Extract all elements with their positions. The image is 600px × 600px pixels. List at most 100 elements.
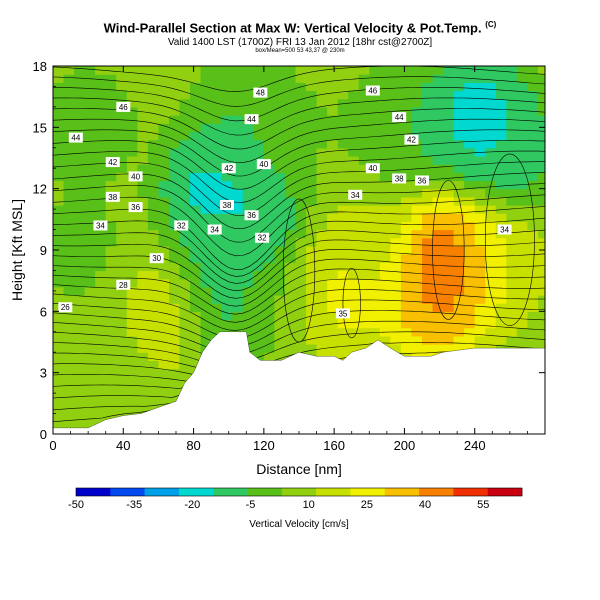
- vv-cell: [358, 172, 370, 182]
- theta-label: 38: [223, 201, 232, 210]
- vv-cell: [527, 172, 539, 182]
- vv-cell: [190, 139, 202, 149]
- theta-label-bg: [207, 224, 222, 235]
- vv-cell: [137, 229, 149, 239]
- theta-contour: [53, 108, 545, 150]
- vv-cell: [369, 278, 381, 288]
- vv-cell: [168, 90, 181, 100]
- vv-cell: [306, 90, 318, 100]
- vv-cell: [306, 344, 318, 353]
- vv-cell: [137, 294, 149, 304]
- colorbar-swatch: [453, 488, 488, 496]
- vv-cell: [116, 393, 128, 402]
- vv-cell: [316, 196, 328, 206]
- colorbar-label: Vertical Velocity [cm/s]: [249, 519, 349, 530]
- vv-cell: [105, 82, 117, 92]
- vv-cell: [432, 66, 444, 75]
- vv-cell: [284, 262, 297, 272]
- theta-label: 36: [418, 176, 427, 185]
- vv-cell: [464, 245, 476, 255]
- vv-cell: [379, 74, 391, 83]
- vv-cell: [263, 245, 275, 255]
- vv-cell: [422, 303, 434, 312]
- vv-cell: [379, 221, 391, 231]
- vv-cell: [221, 90, 233, 100]
- vv-cell: [516, 123, 529, 133]
- vv-cell: [105, 384, 117, 394]
- vv-cell: [506, 319, 518, 329]
- vv-cell: [348, 98, 360, 108]
- vv-cell: [464, 237, 476, 247]
- vv-cell: [232, 262, 244, 272]
- vv-cell: [95, 90, 107, 100]
- vv-cell: [105, 131, 117, 141]
- vv-cell: [126, 180, 138, 190]
- vv-cell: [337, 155, 349, 165]
- vv-cell: [495, 278, 507, 288]
- vv-cell: [358, 262, 370, 272]
- vv-cell: [232, 115, 244, 124]
- vv-cell: [232, 172, 244, 182]
- vv-cell: [495, 188, 507, 198]
- vv-cell: [400, 335, 413, 345]
- vv-cell: [274, 327, 286, 337]
- vv-cell: [348, 213, 360, 222]
- vv-cell: [147, 319, 160, 329]
- vv-cell: [274, 115, 286, 124]
- vv-cell: [358, 229, 370, 239]
- vv-cell: [537, 164, 545, 173]
- vv-cell: [495, 237, 507, 247]
- vv-cell: [105, 335, 117, 345]
- vv-cell: [116, 311, 128, 321]
- vv-cell: [221, 303, 233, 312]
- vv-cell: [126, 98, 138, 108]
- vv-cell: [464, 123, 476, 133]
- vv-cell: [53, 115, 65, 124]
- vv-cell: [126, 131, 138, 141]
- vv-cell: [453, 66, 465, 75]
- vv-cell: [200, 147, 212, 157]
- vv-cell: [95, 164, 107, 173]
- vv-cell: [263, 180, 275, 190]
- theta-contour: [53, 87, 545, 122]
- vv-cell: [84, 237, 96, 247]
- vv-cell: [116, 172, 128, 182]
- vv-cell: [295, 123, 307, 133]
- vv-cell: [84, 294, 96, 304]
- vv-cell: [179, 164, 191, 173]
- vv-cell: [527, 90, 539, 100]
- vv-cell: [443, 82, 455, 92]
- vv-cell: [506, 311, 518, 321]
- vv-cell: [295, 213, 307, 222]
- vv-cell: [516, 164, 529, 173]
- vv-cell: [337, 98, 349, 108]
- vv-cell: [232, 229, 244, 239]
- vv-cell: [126, 139, 138, 149]
- vv-cell: [411, 123, 423, 133]
- vv-cell: [422, 188, 434, 198]
- vv-cell: [158, 384, 170, 394]
- theta-label: 32: [177, 221, 186, 230]
- vv-cell: [474, 303, 486, 312]
- vv-cell: [211, 237, 223, 247]
- vv-cell: [190, 196, 202, 206]
- vv-cell: [358, 188, 370, 198]
- vv-cell: [506, 172, 518, 182]
- vv-cell: [200, 196, 212, 206]
- vv-cell: [495, 82, 507, 92]
- vv-cell: [464, 66, 476, 75]
- vv-cell: [147, 123, 160, 133]
- theta-label: 44: [247, 115, 256, 124]
- vv-cell: [516, 319, 529, 329]
- vv-cell: [527, 254, 539, 263]
- vv-cell: [432, 74, 444, 83]
- vv-cell: [495, 286, 507, 296]
- vv-cell: [190, 131, 202, 141]
- vv-cell: [211, 294, 223, 304]
- theta-label-bg: [244, 210, 259, 221]
- vv-cell: [443, 254, 455, 263]
- vv-cell: [348, 245, 360, 255]
- vv-cell: [516, 98, 529, 108]
- vv-cell: [464, 213, 476, 222]
- theta-label-bg: [116, 101, 131, 112]
